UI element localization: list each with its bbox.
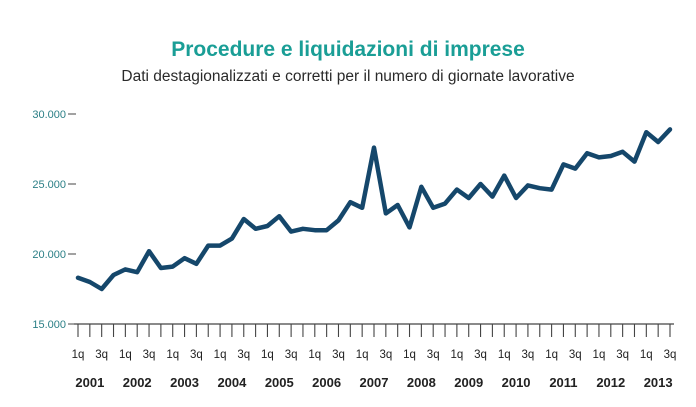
chart-title: Procedure e liquidazioni di imprese — [171, 38, 525, 61]
x-tick-label: 1q — [498, 349, 511, 361]
data-point — [254, 227, 258, 231]
x-tick-label: 3q — [616, 349, 629, 361]
data-point — [597, 155, 601, 159]
x-tick-label: 3q — [427, 349, 440, 361]
x-tick-label: 1q — [356, 349, 369, 361]
x-tick-label: 3q — [664, 349, 677, 361]
data-point — [123, 267, 127, 271]
data-point — [514, 196, 518, 200]
x-tick-label: 3q — [190, 349, 203, 361]
data-point — [396, 203, 400, 207]
data-point — [100, 287, 104, 291]
data-point — [313, 228, 317, 232]
x-tick-label: 1q — [261, 349, 274, 361]
data-point — [443, 202, 447, 206]
data-point — [336, 218, 340, 222]
year-label: 2008 — [407, 375, 436, 390]
year-label: 2012 — [596, 375, 625, 390]
x-tick-label: 3q — [332, 349, 345, 361]
data-point — [656, 140, 660, 144]
year-label: 2003 — [170, 375, 199, 390]
data-point — [502, 174, 506, 178]
year-label: 2001 — [75, 375, 104, 390]
x-tick-label: 3q — [285, 349, 298, 361]
y-tick-label: 25.000 — [32, 179, 66, 191]
data-point — [561, 162, 565, 166]
data-point — [467, 196, 471, 200]
y-tick-label: 15.000 — [32, 319, 66, 331]
data-point — [384, 211, 388, 215]
year-label: 2009 — [454, 375, 483, 390]
data-point — [632, 160, 636, 164]
data-point — [609, 154, 613, 158]
data-point — [112, 273, 116, 277]
data-point — [88, 280, 92, 284]
data-point — [289, 230, 293, 234]
year-label: 2005 — [265, 375, 294, 390]
x-tick-label: 1q — [545, 349, 558, 361]
data-series-line — [75, 127, 673, 292]
x-tick-label: 1q — [640, 349, 653, 361]
year-label: 2004 — [217, 375, 247, 390]
year-label: 2013 — [644, 375, 673, 390]
data-point — [550, 188, 554, 192]
x-tick-label: 1q — [450, 349, 463, 361]
y-tick-label: 30.000 — [32, 109, 66, 121]
data-point — [135, 270, 139, 274]
year-label: 2006 — [312, 375, 341, 390]
data-point — [348, 200, 352, 204]
data-point — [644, 130, 648, 134]
data-point — [526, 183, 530, 187]
x-tick-label: 1q — [403, 349, 416, 361]
data-point — [301, 227, 305, 231]
data-point — [159, 266, 163, 270]
x-tick-label: 3q — [569, 349, 582, 361]
data-point — [242, 217, 246, 221]
data-point — [431, 206, 435, 210]
year-label: 2007 — [360, 375, 389, 390]
data-point — [479, 182, 483, 186]
data-point — [230, 237, 234, 241]
year-label: 2010 — [502, 375, 531, 390]
data-point — [372, 146, 376, 150]
data-point — [455, 188, 459, 192]
year-label: 2002 — [123, 375, 152, 390]
data-point — [585, 151, 589, 155]
x-tick-label: 1q — [308, 349, 321, 361]
data-point — [360, 206, 364, 210]
y-tick-label: 20.000 — [32, 249, 66, 261]
data-point — [277, 214, 281, 218]
data-point — [218, 244, 222, 248]
x-tick-label: 1q — [214, 349, 227, 361]
data-point — [265, 224, 269, 228]
x-tick-label: 1q — [593, 349, 606, 361]
x-tick-label: 1q — [119, 349, 132, 361]
x-tick-label: 1q — [166, 349, 179, 361]
x-tick-label: 3q — [522, 349, 535, 361]
data-point — [668, 127, 672, 131]
x-tick-label: 3q — [95, 349, 108, 361]
data-point — [408, 225, 412, 229]
data-point — [194, 262, 198, 266]
chart-subtitle: Dati destagionalizzati e corretti per il… — [121, 68, 575, 85]
x-tick-label: 3q — [379, 349, 392, 361]
x-tick-label: 3q — [143, 349, 156, 361]
x-tick-label: 3q — [474, 349, 487, 361]
data-point — [206, 244, 210, 248]
data-point — [621, 150, 625, 154]
data-point — [573, 167, 577, 171]
data-point — [325, 228, 329, 232]
data-point — [183, 256, 187, 260]
data-point — [76, 276, 80, 280]
data-point — [171, 265, 175, 269]
data-point — [490, 195, 494, 199]
data-point — [147, 249, 151, 253]
year-label: 2011 — [549, 375, 577, 390]
x-tick-label: 3q — [237, 349, 250, 361]
data-point — [419, 185, 423, 189]
x-tick-label: 1q — [72, 349, 85, 361]
data-point — [538, 186, 542, 190]
